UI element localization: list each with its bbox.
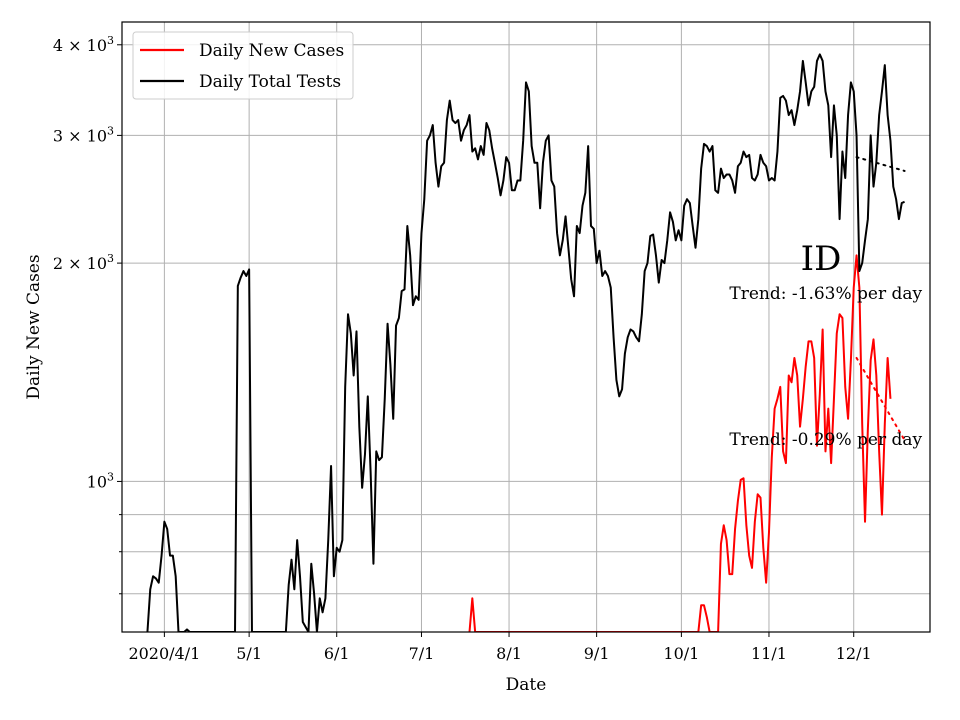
x-tick-label: 9/1 [584, 644, 610, 663]
trend-line-1 [855, 156, 906, 172]
y-tick-label: 103 [87, 470, 114, 491]
legend-label-daily-new-cases: Daily New Cases [199, 41, 344, 61]
region-label: ID [801, 239, 842, 279]
legend: Daily New Cases Daily Total Tests [132, 31, 354, 100]
x-tick-label: 10/1 [663, 644, 699, 663]
y-tick-label: 2 × 103 [53, 252, 114, 273]
trend-line-0 [855, 356, 906, 442]
legend-box [132, 31, 354, 100]
x-tick-label: 12/1 [836, 644, 872, 663]
y-tick-label: 3 × 103 [53, 124, 114, 145]
y-tick-label: 4 × 103 [53, 34, 114, 55]
plot-frame [121, 21, 931, 633]
series-layer [146, 53, 905, 632]
x-tick-label: 8/1 [496, 644, 522, 663]
x-tick-label: 5/1 [236, 644, 262, 663]
legend-label-daily-total-tests: Daily Total Tests [199, 72, 341, 92]
annotations: Trend: -1.63% per day Trend: -0.29% per d… [729, 284, 922, 450]
x-tick-label: 11/1 [751, 644, 787, 663]
x-axis-label: Date [506, 675, 547, 695]
x-tick-label: 2020/4/1 [128, 644, 200, 663]
trend-annotation-1: Trend: -0.29% per day [729, 430, 922, 450]
axis-ticks: 2020/4/1 5/1 6/1 7/1 8/1 9/1 10/1 11/1 12/1 103 2 … [53, 34, 872, 663]
x-tick-label: 7/1 [409, 644, 435, 663]
series-line-daily-total-tests [146, 53, 905, 632]
grid [122, 22, 930, 632]
trend-layer [855, 156, 906, 442]
x-tick-label: 6/1 [324, 644, 350, 663]
y-axis-label: Daily New Cases [24, 254, 44, 399]
series-line-daily-new-cases [468, 254, 892, 632]
trend-annotation-0: Trend: -1.63% per day [729, 284, 922, 304]
